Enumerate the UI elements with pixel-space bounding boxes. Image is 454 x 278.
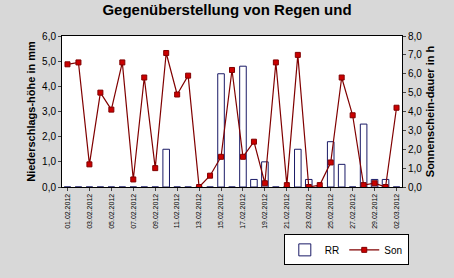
svg-text:1,0: 1,0: [408, 163, 422, 174]
svg-text:3,0: 3,0: [42, 106, 56, 117]
svg-text:15.02.2012: 15.02.2012: [217, 194, 224, 229]
svg-text:RR: RR: [325, 245, 339, 256]
svg-text:27.02.2012: 27.02.2012: [349, 194, 356, 229]
svg-text:09.02.2012: 09.02.2012: [152, 194, 159, 229]
svg-text:Niederschlags-höhe in mm: Niederschlags-höhe in mm: [25, 41, 37, 182]
svg-text:Son: Son: [384, 245, 402, 256]
svg-text:4,0: 4,0: [408, 106, 422, 117]
svg-text:0,0: 0,0: [408, 182, 422, 193]
svg-text:29.02.2012: 29.02.2012: [371, 194, 378, 229]
svg-text:05.02.2012: 05.02.2012: [108, 194, 115, 229]
svg-text:5,0: 5,0: [42, 56, 56, 67]
svg-text:25.02.2012: 25.02.2012: [327, 194, 334, 229]
svg-text:17.02.2012: 17.02.2012: [239, 194, 246, 229]
svg-text:01.02.2012: 01.02.2012: [64, 194, 71, 229]
svg-text:1,0: 1,0: [42, 156, 56, 167]
svg-text:03.02.2012: 03.02.2012: [86, 194, 93, 229]
svg-text:07.02.2012: 07.02.2012: [130, 194, 137, 229]
svg-text:6,0: 6,0: [408, 68, 422, 79]
svg-text:2,0: 2,0: [42, 131, 56, 142]
svg-text:0,0: 0,0: [42, 182, 56, 193]
svg-text:2,0: 2,0: [408, 144, 422, 155]
svg-text:8,0: 8,0: [408, 31, 422, 42]
svg-text:13.02.2012: 13.02.2012: [195, 194, 202, 229]
svg-text:23.02.2012: 23.02.2012: [305, 194, 312, 229]
svg-text:Gegenüberstellung von Regen un: Gegenüberstellung von Regen und: [102, 1, 351, 18]
svg-text:21.02.2012: 21.02.2012: [283, 194, 290, 229]
svg-text:Sonnenschein-dauer in h: Sonnenschein-dauer in h: [424, 46, 436, 178]
svg-text:02.03.2012: 02.03.2012: [393, 194, 400, 229]
svg-text:6,0: 6,0: [42, 31, 56, 42]
svg-text:7,0: 7,0: [408, 49, 422, 60]
svg-text:11.02.2012: 11.02.2012: [173, 194, 180, 229]
svg-text:4,0: 4,0: [42, 81, 56, 92]
svg-text:5,0: 5,0: [408, 87, 422, 98]
svg-text:19.02.2012: 19.02.2012: [261, 194, 268, 229]
svg-text:3,0: 3,0: [408, 125, 422, 136]
